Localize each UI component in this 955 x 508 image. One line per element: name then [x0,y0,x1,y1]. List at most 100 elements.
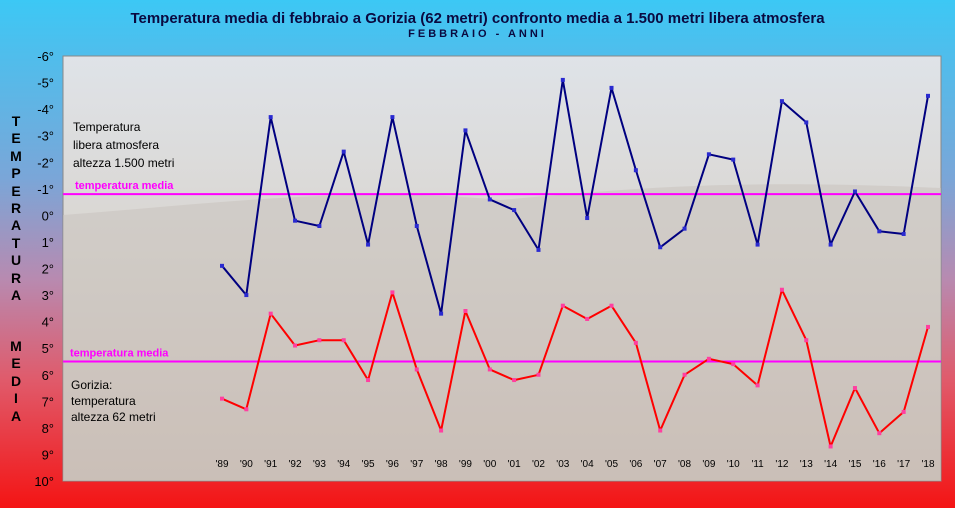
series-line [221,78,929,315]
data-point [779,287,784,292]
series-layer [220,77,930,449]
data-point [901,409,906,414]
y-tick-label: 9° [42,447,54,462]
chart-subtitle: FEBBRAIO - ANNI [408,28,547,40]
data-point [877,229,882,234]
data-point [220,263,224,268]
data-point [366,378,371,383]
reference-lines: temperatura media temperatura media [63,180,941,363]
y-tick-label: 8° [42,421,54,436]
data-point [779,99,784,104]
data-point [682,226,687,231]
data-point [390,115,395,120]
data-point [585,216,590,221]
data-point [341,149,346,154]
y-axis-ticks: -6° -5° -4° -3° -2° -1° 0° 1° 2° 3° 4° 5° 6° 7° 8° 9° 10… [34,49,54,489]
data-point [609,85,614,90]
data-point [220,396,224,401]
data-point [585,316,590,321]
x-tick-label: '07 [654,459,667,470]
data-point [512,208,517,213]
reference-line-label: temperatura media [75,180,174,192]
data-point [804,338,809,343]
series-labels: Temperatura libera atmosfera altezza 1.500… [71,120,174,424]
data-point [487,367,492,372]
data-point [828,242,833,247]
data-point [755,242,760,247]
y-tick-label: 6° [42,368,54,383]
x-tick-label: '09 [702,459,715,470]
data-point [609,303,614,308]
series-line [221,288,929,448]
y-tick-label: -4° [37,102,54,117]
data-point [390,290,395,295]
series-label: altezza 1.500 metri [73,156,174,170]
series-label: libera atmosfera [73,138,159,152]
x-tick-label: '90 [240,459,253,470]
data-point [682,372,687,377]
data-point [341,338,346,343]
y-tick-label: 0° [42,208,54,223]
x-tick-label: '06 [629,459,642,470]
data-point [366,242,371,247]
y-tick-label: 7° [42,394,54,409]
data-point [706,152,711,157]
x-tick-label: '15 [848,459,861,470]
x-tick-label: '93 [313,459,326,470]
data-point [658,428,663,433]
data-point [293,343,298,348]
y-tick-label: -6° [37,49,54,64]
data-point [439,428,444,433]
data-point [633,168,638,173]
data-point [439,311,444,316]
data-point [463,309,468,313]
data-point [731,157,736,162]
x-tick-label: '13 [800,459,813,470]
x-axis-ticks: '89 '90 '91 '92 '93 '94 '95 '96 '97 '98 '99 '00 '01 '… [215,459,934,470]
background-hills [63,184,941,481]
data-point [828,444,833,449]
data-point [633,340,638,345]
x-tick-label: '97 [410,459,423,470]
data-point [244,293,249,298]
data-point [268,115,273,120]
data-point [755,383,760,388]
y-tick-label: -3° [37,129,54,144]
data-point [536,372,541,377]
data-point [293,218,298,223]
chart-title: Temperatura media di febbraio a Gorizia … [130,10,825,27]
x-tick-label: '96 [386,459,399,470]
data-point [658,245,663,250]
data-point [536,247,541,252]
data-point [414,367,419,372]
data-point [804,120,809,125]
x-tick-label: '95 [362,459,375,470]
data-point [926,324,930,329]
x-tick-label: '92 [289,459,302,470]
x-tick-label: '02 [532,459,545,470]
data-point [317,224,322,228]
x-tick-label: '04 [581,459,594,470]
x-tick-label: '17 [897,459,910,470]
series-label: Temperatura [73,120,141,134]
series-label: altezza 62 metri [71,410,156,424]
x-tick-label: '91 [264,459,277,470]
data-point [244,407,249,412]
data-point [268,311,273,316]
y-tick-label: 4° [42,315,54,330]
x-tick-label: '89 [215,459,228,470]
y-tick-label: -2° [37,155,54,170]
x-tick-label: '11 [751,459,764,470]
x-tick-label: '99 [459,459,472,470]
x-tick-label: '14 [824,459,837,470]
data-point [463,128,468,133]
y-tick-label: -1° [37,182,54,197]
data-point [877,431,882,436]
x-tick-label: '01 [508,459,521,470]
x-tick-label: '10 [727,459,740,470]
series-label: Gorizia: [71,378,112,392]
data-point [487,197,492,202]
x-tick-label: '98 [435,459,448,470]
